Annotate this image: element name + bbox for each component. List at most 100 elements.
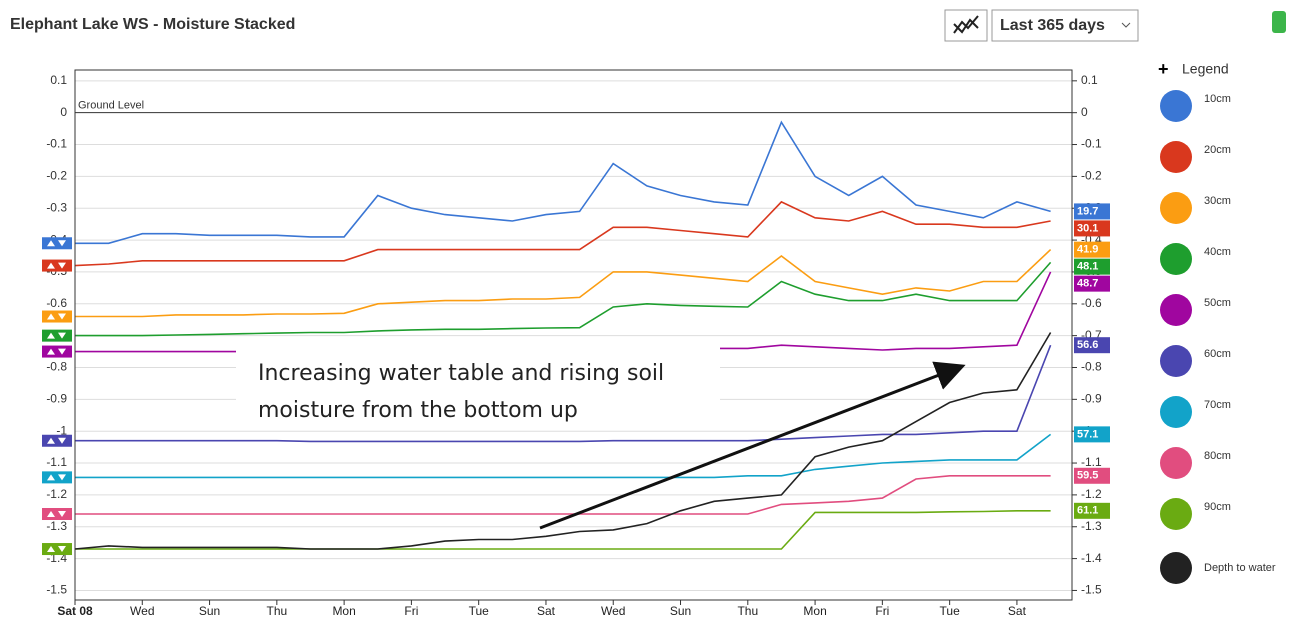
series-marker <box>42 434 72 447</box>
y2-tick-label: -1.2 <box>1081 487 1102 501</box>
x-tick-label: Sun <box>199 604 220 618</box>
series-line <box>75 271 1052 353</box>
chart-type-icon <box>953 15 979 34</box>
series-marker-icon <box>47 474 66 481</box>
y-tick-label: -1.1 <box>46 455 67 469</box>
series-marker <box>42 237 72 250</box>
y2-tick-label: -1.4 <box>1081 551 1102 565</box>
range-label: Last 365 days <box>1000 17 1105 34</box>
legend-title[interactable]: Legend <box>1182 61 1229 77</box>
y-tick-label: -0.8 <box>46 360 67 374</box>
series-marker <box>42 259 72 272</box>
legend-label[interactable]: 20cm <box>1204 144 1231 156</box>
y2-tick-label: 0.1 <box>1081 73 1098 87</box>
y-tick-label: -1 <box>56 423 67 437</box>
series-marker <box>42 543 72 556</box>
y2-tick-label: -0.6 <box>1081 296 1102 310</box>
legend-swatch[interactable] <box>1160 396 1192 428</box>
current-value-box <box>1074 426 1110 443</box>
status-indicator <box>1272 11 1286 33</box>
series-marker-icon <box>47 546 66 553</box>
current-value-box <box>1074 220 1110 237</box>
legend-label[interactable]: Depth to water <box>1204 562 1276 574</box>
legend-swatch[interactable] <box>1160 498 1192 530</box>
legend-plus[interactable]: + <box>1158 59 1169 79</box>
current-value-box <box>1074 337 1110 354</box>
y-tick-label: -0.1 <box>46 137 67 151</box>
legend-swatch[interactable] <box>1160 345 1192 377</box>
legend-label[interactable]: 30cm <box>1204 195 1231 207</box>
current-value-box <box>1074 203 1110 220</box>
x-tick-label: Mon <box>803 604 826 618</box>
chart-title: Elephant Lake WS - Moisture Stacked <box>10 16 295 33</box>
x-tick-label: Sat 08 <box>57 604 93 618</box>
series-marker <box>42 345 72 358</box>
x-tick-label: Thu <box>266 604 287 618</box>
series-marker-icon <box>47 511 66 518</box>
x-tick-label: Fri <box>404 604 418 618</box>
current-value: 48.1 <box>1077 261 1098 273</box>
y2-tick-label: -0.9 <box>1081 392 1102 406</box>
x-tick-label: Tue <box>940 604 961 618</box>
series-line <box>74 200 1051 267</box>
series-line <box>75 120 1051 245</box>
current-value-box <box>1074 258 1110 275</box>
y-tick-label: -0.3 <box>46 200 67 214</box>
x-tick-label: Thu <box>737 604 758 618</box>
series-marker <box>42 508 72 521</box>
legend-swatch[interactable] <box>1160 447 1192 479</box>
ground-label: Ground Level <box>78 100 144 112</box>
series-marker-icon <box>47 348 66 355</box>
y-tick-label: -1.3 <box>46 519 67 533</box>
dropdown-caret <box>1121 22 1131 28</box>
legend-swatch[interactable] <box>1160 552 1192 584</box>
current-value: 57.1 <box>1077 428 1098 440</box>
legend-swatch[interactable] <box>1160 90 1192 122</box>
y2-tick-label: -1.5 <box>1081 583 1102 597</box>
series-marker-icon <box>47 437 66 444</box>
y2-tick-label: -1.1 <box>1081 455 1102 469</box>
legend-swatch[interactable] <box>1160 192 1192 224</box>
y2-tick-label: -0.8 <box>1081 360 1102 374</box>
plot-frame <box>74 69 1073 601</box>
legend-label[interactable]: 40cm <box>1204 246 1231 258</box>
x-tick-label: Wed <box>130 604 154 618</box>
current-value-box <box>1074 241 1110 258</box>
x-tick-label: Mon <box>332 604 355 618</box>
series-line <box>75 510 1051 550</box>
current-value-box <box>1074 502 1110 519</box>
y-tick-label: 0 <box>60 105 67 119</box>
y2-tick-label: 0 <box>1081 105 1088 119</box>
current-value: 61.1 <box>1077 505 1098 517</box>
series-marker-icon <box>47 332 66 339</box>
legend-label[interactable]: 60cm <box>1204 348 1231 360</box>
y-tick-label: -0.2 <box>46 169 67 183</box>
y-tick-label: -0.9 <box>46 392 67 406</box>
series-marker <box>42 471 72 484</box>
range-dropdown[interactable] <box>991 9 1139 42</box>
series-marker-icon <box>47 262 66 269</box>
legend-label[interactable]: 10cm <box>1204 93 1231 105</box>
current-value: 48.7 <box>1077 278 1098 290</box>
current-value: 59.5 <box>1077 470 1098 482</box>
legend-label[interactable]: 50cm <box>1204 297 1231 309</box>
x-tick-label: Sun <box>670 604 691 618</box>
current-value-box <box>1074 467 1110 484</box>
y-tick-label: 0.1 <box>50 73 67 87</box>
legend-swatch[interactable] <box>1160 294 1192 326</box>
legend-swatch[interactable] <box>1160 141 1192 173</box>
legend-label[interactable]: 70cm <box>1204 399 1231 411</box>
y-tick-label: -1.5 <box>46 583 67 597</box>
legend-label[interactable]: 80cm <box>1204 450 1231 462</box>
current-value: 19.7 <box>1077 205 1098 217</box>
y2-tick-label: -0.1 <box>1081 137 1102 151</box>
current-value: 30.1 <box>1077 222 1098 234</box>
series-marker <box>42 329 72 342</box>
legend-swatch[interactable] <box>1160 243 1192 275</box>
y-tick-label: -0.6 <box>46 296 67 310</box>
y2-tick-label: -0.2 <box>1081 169 1102 183</box>
x-tick-label: Tue <box>469 604 490 618</box>
legend-label[interactable]: 90cm <box>1204 501 1231 513</box>
